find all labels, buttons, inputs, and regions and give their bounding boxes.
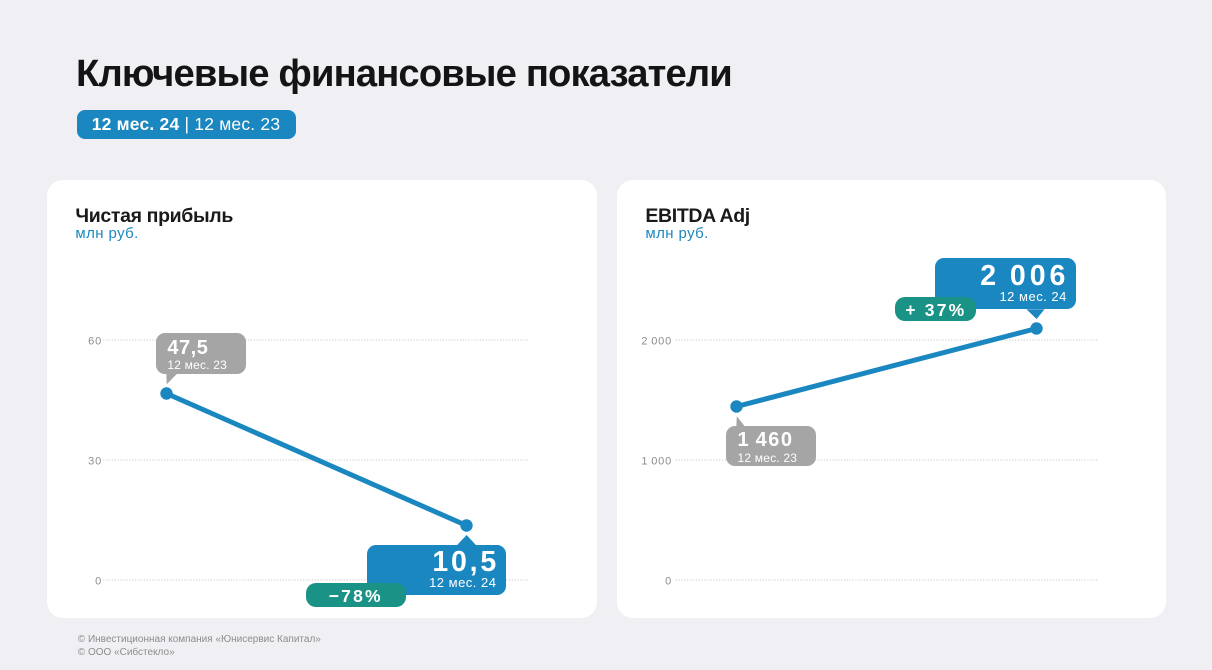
svg-text:0: 0 (665, 575, 672, 587)
svg-text:2 000: 2 000 (641, 335, 672, 347)
svg-text:0: 0 (95, 575, 102, 587)
svg-text:1 000: 1 000 (641, 455, 672, 467)
svg-text:30: 30 (88, 455, 102, 467)
svg-text:60: 60 (88, 335, 102, 347)
